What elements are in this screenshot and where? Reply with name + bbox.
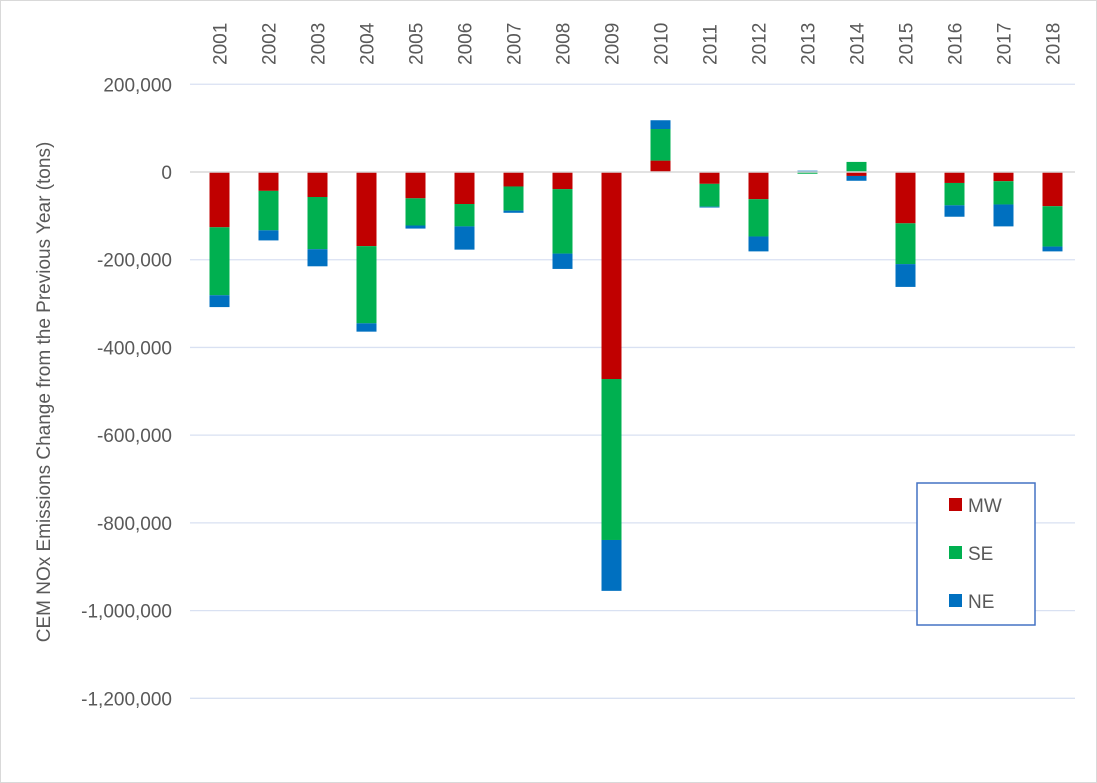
- bar-mw-2015: [895, 172, 916, 224]
- bar-mw-2001: [209, 172, 230, 228]
- x-tick-label: 2005: [407, 23, 428, 65]
- bar-se-2001: [209, 227, 230, 296]
- y-tick-label: 200,000: [103, 75, 172, 96]
- x-tick-label: 2018: [1044, 23, 1065, 65]
- x-tick-label: 2013: [799, 23, 820, 65]
- bar-ne-2011: [699, 206, 720, 208]
- bar-mw-2007: [503, 172, 524, 187]
- x-tick-label: 2008: [554, 23, 575, 65]
- bars: [209, 120, 1063, 591]
- x-tick-label: 2016: [946, 23, 967, 65]
- x-tick-label: 2003: [309, 23, 330, 65]
- legend-label-ne: NE: [968, 592, 994, 613]
- bar-ne-2016: [944, 205, 965, 217]
- legend: MW SE NE: [916, 482, 1036, 626]
- bar-se-2013: [797, 172, 818, 174]
- bar-ne-2008: [552, 253, 573, 269]
- y-tick-label: -400,000: [97, 338, 172, 359]
- bar-se-2005: [405, 198, 426, 226]
- x-tick-labels: 2001 2002 2003 2004 2005 2006 2007 2008 2009 2010…: [211, 22, 1065, 65]
- legend-label-se: SE: [968, 544, 993, 565]
- bar-ne-2003: [307, 249, 328, 267]
- bar-ne-2005: [405, 225, 426, 229]
- bar-se-2016: [944, 182, 965, 206]
- x-tick-label: 2012: [750, 23, 771, 65]
- legend-swatch-ne: [949, 594, 962, 607]
- bar-mw-2002: [258, 172, 279, 191]
- bar-se-2006: [454, 204, 475, 227]
- y-tick-label: -800,000: [97, 514, 172, 535]
- bar-mw-2009: [601, 172, 622, 380]
- x-tick-label: 2015: [897, 23, 918, 65]
- bar-se-2004: [356, 246, 377, 324]
- bar-mw-2014: [846, 172, 867, 176]
- x-tick-label: 2014: [848, 22, 869, 65]
- bar-ne-2007: [503, 210, 524, 213]
- x-tick-label: 2007: [505, 23, 526, 65]
- x-tick-label: 2010: [652, 23, 673, 65]
- bar-ne-2012: [748, 236, 769, 252]
- bar-mw-2005: [405, 172, 426, 199]
- bar-se-2011: [699, 183, 720, 207]
- bar-mw-2017: [993, 172, 1014, 182]
- bar-se-2003: [307, 197, 328, 250]
- legend-swatch-se: [949, 546, 962, 559]
- x-tick-label: 2001: [211, 23, 232, 65]
- bar-se-2002: [258, 190, 279, 231]
- bar-ne-2015: [895, 264, 916, 287]
- y-tick-label: -200,000: [97, 251, 172, 272]
- y-tick-labels: 200,000 0 -200,000 -400,000 -600,000 -800,000…: [81, 75, 172, 710]
- bar-se-2012: [748, 199, 769, 237]
- bar-mw-2010: [650, 160, 671, 172]
- y-tick-label: -1,000,000: [81, 602, 172, 623]
- x-tick-label: 2009: [603, 23, 624, 65]
- x-tick-label: 2002: [260, 23, 281, 65]
- bar-mw-2018: [1042, 172, 1063, 207]
- x-tick-label: 2004: [358, 22, 379, 65]
- y-tick-label: -600,000: [97, 426, 172, 447]
- bar-ne-2014: [846, 175, 867, 181]
- legend-label-mw: MW: [968, 496, 1002, 517]
- bar-mw-2004: [356, 172, 377, 247]
- y-tick-label: 0: [161, 163, 172, 184]
- bar-ne-2018: [1042, 246, 1063, 252]
- bar-mw-2016: [944, 172, 965, 183]
- bar-ne-2002: [258, 230, 279, 241]
- bar-mw-2003: [307, 172, 328, 197]
- x-tick-label: 2017: [995, 23, 1016, 65]
- bar-mw-2008: [552, 172, 573, 190]
- y-tick-label: -1,200,000: [81, 689, 172, 710]
- bar-se-2010: [650, 129, 671, 161]
- bar-ne-2010: [650, 120, 671, 130]
- y-axis-title: CEM NOx Emissions Change from the Previo…: [34, 142, 55, 643]
- bar-ne-2001: [209, 295, 230, 308]
- bar-se-2009: [601, 379, 622, 540]
- bar-se-2007: [503, 186, 524, 211]
- bar-mw-2006: [454, 172, 475, 205]
- bar-se-2018: [1042, 206, 1063, 247]
- x-tick-label: 2011: [701, 24, 722, 65]
- bar-mw-2011: [699, 172, 720, 184]
- bar-ne-2004: [356, 323, 377, 332]
- bar-ne-2017: [993, 204, 1014, 227]
- bar-se-2008: [552, 189, 573, 254]
- bar-mw-2012: [748, 172, 769, 200]
- bar-se-2017: [993, 181, 1014, 205]
- x-tick-label: 2006: [456, 23, 477, 65]
- bar-se-2015: [895, 223, 916, 265]
- bar-ne-2009: [601, 539, 622, 591]
- bar-se-2014: [846, 161, 867, 172]
- bar-ne-2006: [454, 226, 475, 250]
- gridlines: [190, 83, 1075, 699]
- legend-swatch-mw: [949, 498, 962, 511]
